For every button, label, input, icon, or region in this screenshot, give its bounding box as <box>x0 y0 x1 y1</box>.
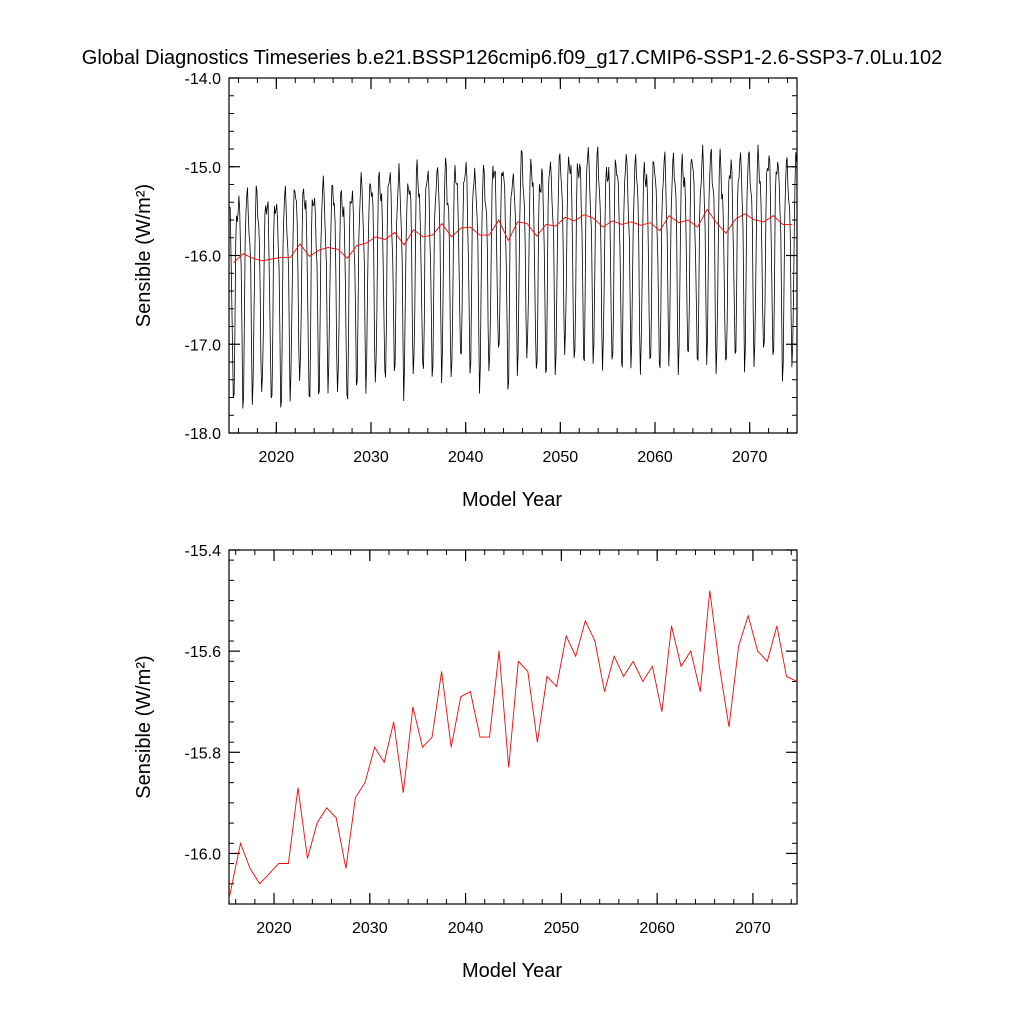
x-tick-label: 2040 <box>448 920 484 937</box>
y-tick-label: -17.0 <box>185 337 222 354</box>
x-tick-label: 2070 <box>735 920 771 937</box>
y-tick-label: -16.0 <box>185 249 222 266</box>
annual-mean-series-line <box>233 208 793 263</box>
x-tick-label: 2070 <box>732 449 768 466</box>
y-axis-label: Sensible (W/m²) <box>133 655 155 798</box>
y-tick-label: -15.4 <box>185 543 222 560</box>
y-tick-label: -15.6 <box>185 644 222 661</box>
x-axis-label: Model Year <box>462 489 562 511</box>
x-tick-label: 2020 <box>259 449 295 466</box>
x-tick-label: 2040 <box>448 449 484 466</box>
plot-frame <box>228 77 798 434</box>
y-tick-label: -15.0 <box>185 160 222 177</box>
x-tick-label: 2030 <box>352 920 388 937</box>
monthly-series-line <box>229 144 797 409</box>
x-tick-label: 2060 <box>639 920 675 937</box>
x-axis-label: Model Year <box>462 960 562 982</box>
x-tick-label: 2060 <box>637 449 673 466</box>
x-tick-label: 2020 <box>256 920 292 937</box>
bottom-panel-annual: -16.0 -15.8 -15.6 -15.4 2020 2030 2040 2050 2060… <box>133 543 798 982</box>
y-axis-label: Sensible (W/m²) <box>133 184 155 327</box>
plot-frame <box>228 549 798 905</box>
y-tick-label: -16.0 <box>185 846 222 863</box>
x-tick-label: 2030 <box>353 449 389 466</box>
x-tick-label: 2050 <box>543 449 579 466</box>
y-tick-label: -14.0 <box>185 71 222 88</box>
y-tick-label: -15.8 <box>185 745 222 762</box>
figure-title: Global Diagnostics Timeseries b.e21.BSSP… <box>82 47 942 69</box>
x-tick-label: 2050 <box>544 920 580 937</box>
top-panel-monthly-and-annual: -18.0 -17.0 -16.0 -15.0 -14.0 2020 2030 2040 205… <box>133 71 798 511</box>
y-tick-label: -18.0 <box>185 426 222 443</box>
annual-mean-series-line <box>229 590 797 899</box>
